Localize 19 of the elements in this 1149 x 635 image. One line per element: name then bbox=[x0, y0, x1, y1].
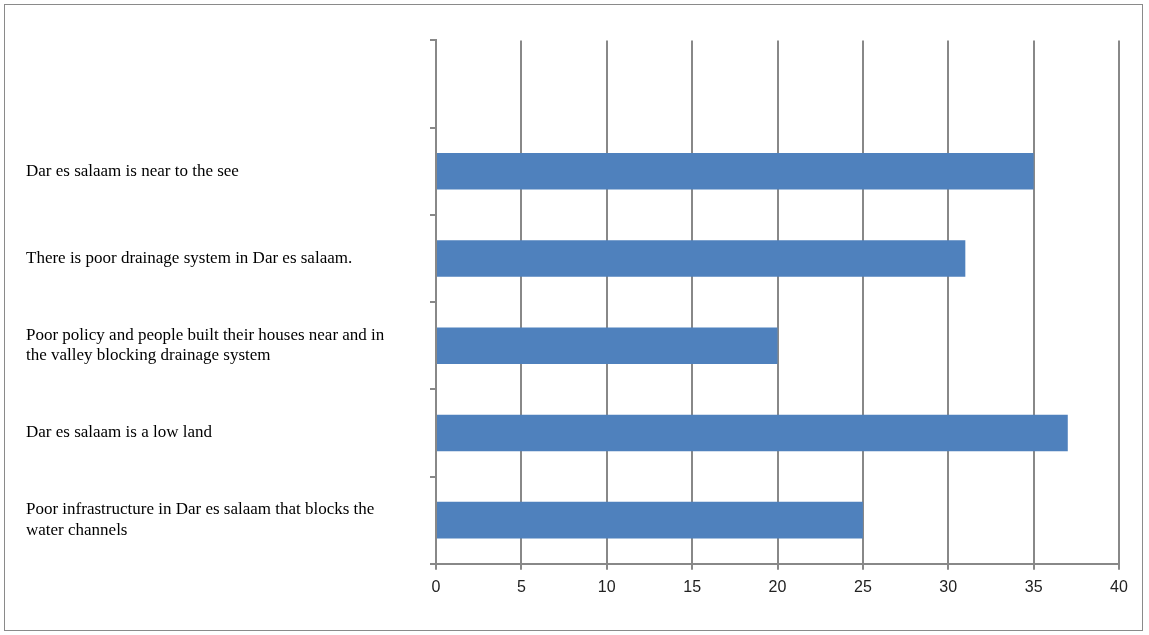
bar bbox=[437, 501, 863, 539]
x-tick-label: 15 bbox=[683, 577, 702, 595]
x-tick-label: 30 bbox=[939, 577, 958, 595]
y-tick-label: Poor policy and people built their houses near and in the valley blocking drainage system bbox=[26, 324, 385, 365]
bar bbox=[437, 240, 966, 277]
bar bbox=[437, 414, 1068, 452]
y-tick-label: There is poor drainage system in Dar es salaam. bbox=[26, 247, 353, 267]
bar bbox=[437, 327, 778, 365]
bar bbox=[437, 152, 1034, 190]
x-tick-label: 35 bbox=[1024, 577, 1043, 595]
x-tick-label: 0 bbox=[431, 577, 441, 595]
x-tick-label: 10 bbox=[597, 577, 616, 595]
y-tick-label: Dar es salaam is near to the see bbox=[26, 160, 239, 180]
y-tick-label: Dar es salaam is a low land bbox=[26, 422, 213, 442]
x-tick-label: 5 bbox=[516, 577, 526, 595]
y-tick-label: Poor infrastructure in Dar es salaam that blocks the water channels bbox=[26, 499, 375, 539]
x-tick-label: 20 bbox=[768, 577, 787, 595]
x-tick-label: 25 bbox=[853, 577, 872, 595]
x-tick-label: 40 bbox=[1110, 577, 1128, 595]
